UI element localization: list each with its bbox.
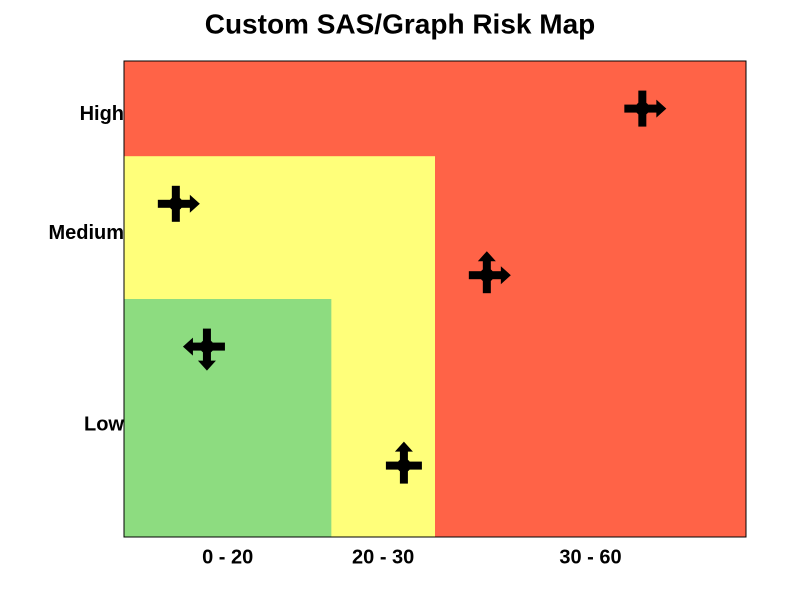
risk-marker (182, 328, 225, 371)
risk-marker (385, 441, 422, 484)
x-tick-label: 20 - 30 (352, 546, 414, 568)
risk-marker (468, 251, 511, 294)
plot-frame (123, 60, 747, 538)
marker-arrow (656, 99, 667, 118)
marker-center (635, 101, 650, 116)
y-tick-label: High (80, 103, 124, 125)
risk-zone (124, 299, 332, 537)
marker-arrow (394, 441, 413, 452)
marker-center (168, 196, 183, 211)
marker-arrow (477, 251, 496, 262)
marker-arrow (197, 360, 216, 371)
marker-center (479, 268, 494, 283)
marker-center (396, 458, 411, 473)
y-tick-label: Low (84, 413, 124, 435)
marker-arrow (500, 266, 511, 285)
risk-marker (157, 185, 200, 222)
marker-arrow (189, 194, 200, 213)
x-tick-label: 30 - 60 (559, 546, 621, 568)
marker-arrow (182, 337, 193, 356)
marker-center (199, 339, 214, 354)
risk-marker (624, 90, 667, 127)
y-tick-label: Medium (48, 222, 124, 244)
chart-title: Custom SAS/Graph Risk Map (205, 8, 596, 39)
x-tick-label: 0 - 20 (202, 546, 253, 568)
